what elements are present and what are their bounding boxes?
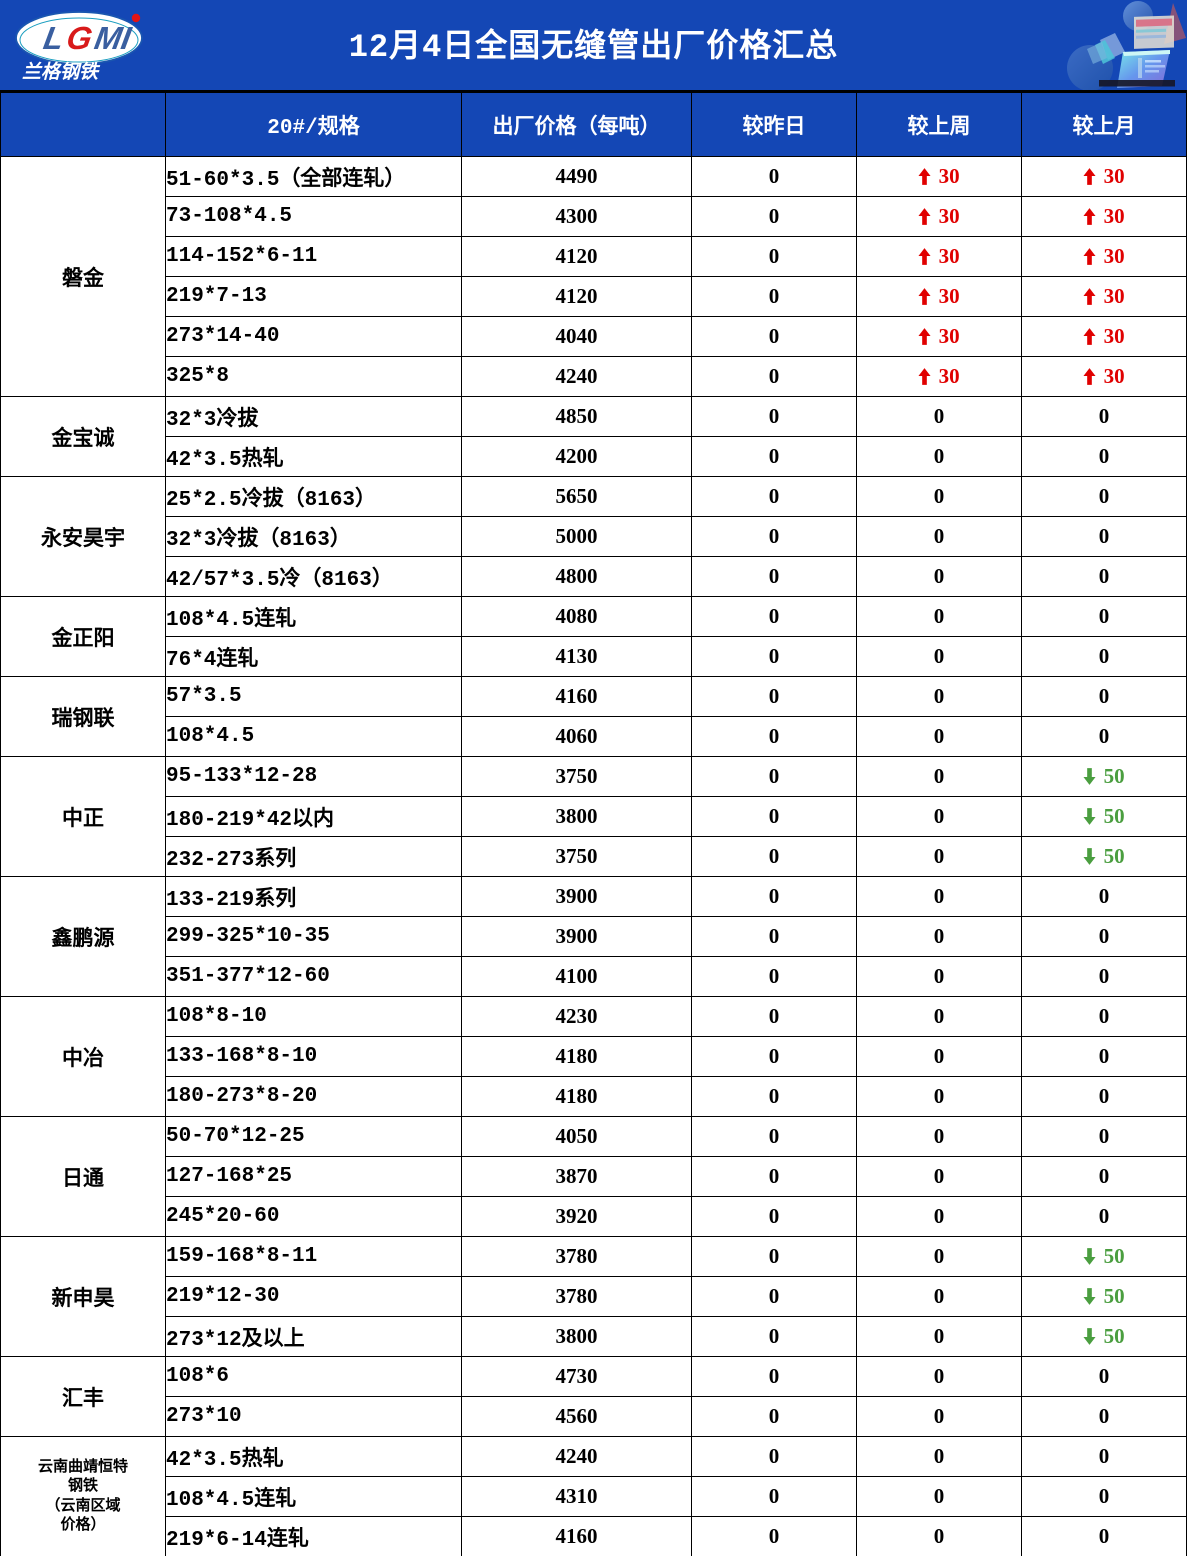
svg-text:兰格钢铁: 兰格钢铁 bbox=[22, 61, 101, 83]
svg-text:MI: MI bbox=[92, 20, 135, 56]
